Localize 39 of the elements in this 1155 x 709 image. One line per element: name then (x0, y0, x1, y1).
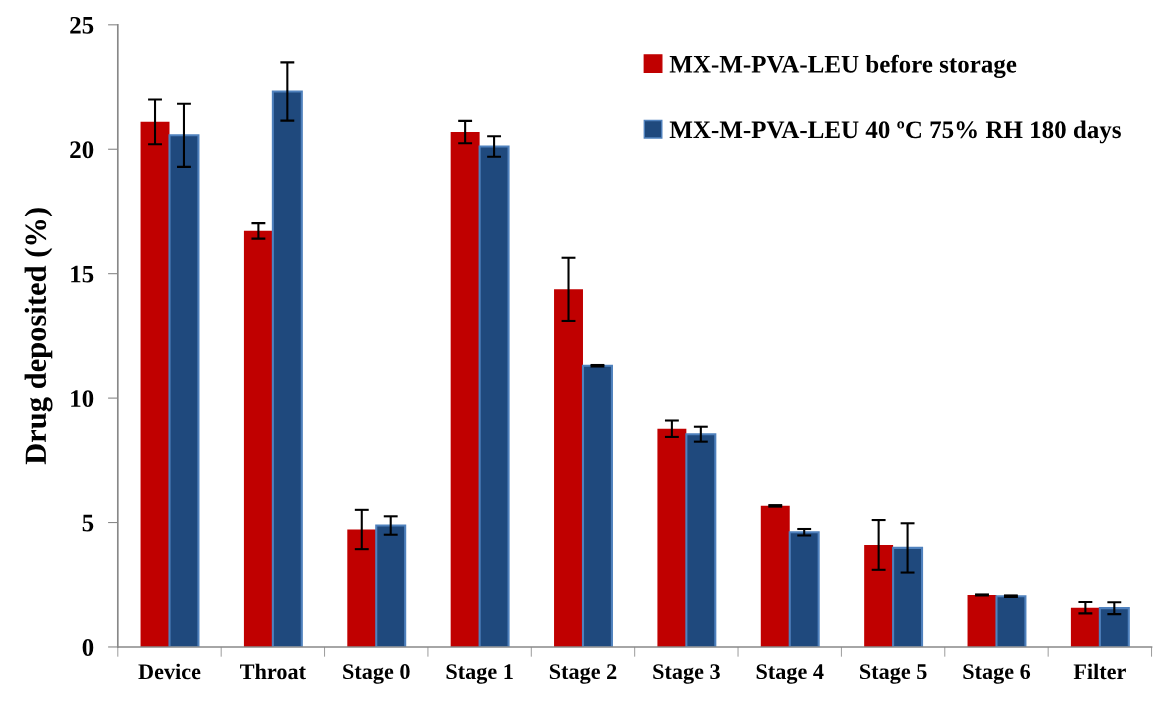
bar (271, 90, 303, 647)
x-tick-label: Stage 2 (549, 664, 617, 684)
y-tick-label: 5 (82, 514, 94, 532)
bar (140, 121, 170, 647)
y-tick-label: 15 (71, 265, 94, 283)
y-axis-title: Drug deposited (%) (24, 208, 53, 465)
x-tick-label: Device (138, 663, 201, 680)
y-tick-label: 20 (70, 141, 94, 159)
bar (760, 505, 790, 647)
bar (347, 529, 377, 647)
bar (967, 594, 997, 647)
y-tick-label: 10 (71, 390, 94, 408)
x-tick-label: Stage 1 (446, 664, 513, 684)
bar (554, 289, 583, 647)
bar (685, 433, 717, 647)
x-tick-label: Stage 3 (653, 664, 720, 684)
bar (788, 531, 820, 647)
x-tick-label: Stage 6 (963, 664, 1031, 684)
bar (375, 524, 407, 647)
bar (450, 132, 480, 647)
legend-label: MX-M-PVA-LEU 40 ºC 75% RH 180 days (669, 120, 1121, 144)
bar (1070, 607, 1100, 647)
x-tick-label: Stage 4 (756, 664, 824, 684)
bar (892, 546, 924, 647)
x-tick-label: Stage 5 (860, 664, 927, 684)
bar (168, 134, 200, 647)
bar (243, 230, 273, 647)
bar (581, 364, 613, 647)
x-tick-label: Stage 0 (343, 664, 410, 684)
legend-label: MX-M-PVA-LEU before storage (669, 54, 1017, 78)
y-tick-label: 0 (82, 639, 94, 656)
bar (478, 145, 510, 647)
x-tick-label: Filter (1073, 663, 1126, 680)
bar (657, 428, 687, 647)
bar (995, 595, 1027, 647)
x-tick-label: Throat (240, 663, 306, 680)
y-tick-label: 25 (70, 16, 94, 34)
bar (864, 544, 894, 647)
bar (1098, 607, 1130, 647)
